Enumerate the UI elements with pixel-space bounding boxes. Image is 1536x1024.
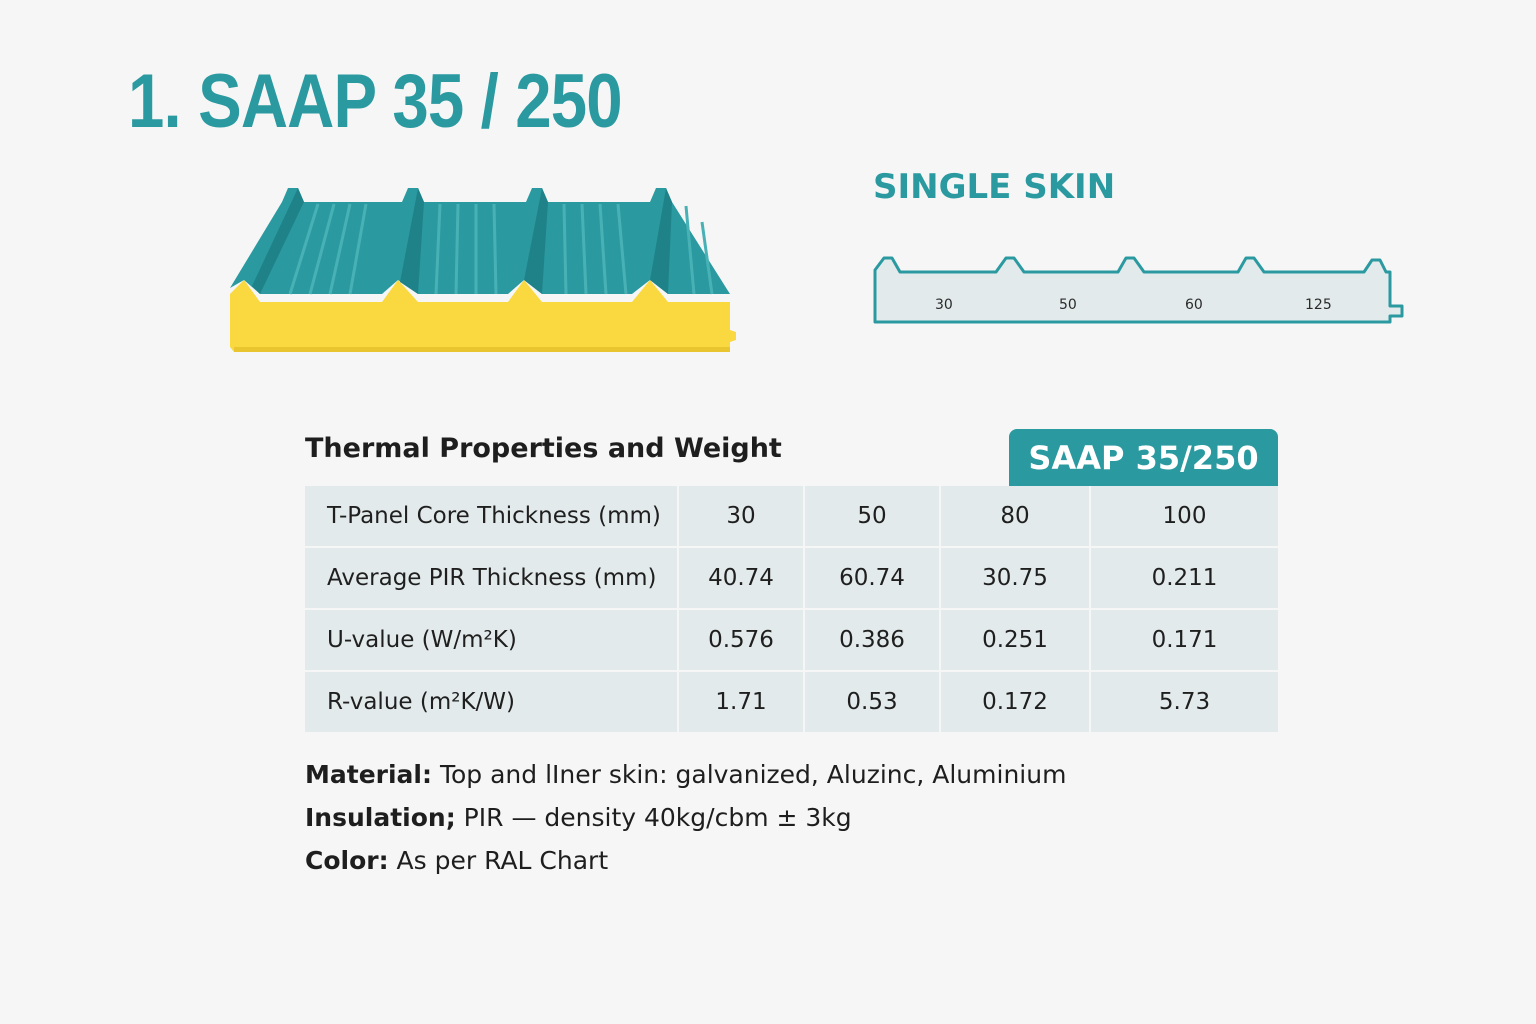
table-cell: 30.75 bbox=[940, 547, 1091, 610]
material-label: Material: bbox=[305, 760, 432, 789]
color-label: Color: bbox=[305, 846, 389, 875]
table-title: Thermal Properties and Weight bbox=[305, 433, 782, 464]
table-cell: 40.74 bbox=[678, 547, 805, 610]
table-cell: 0.386 bbox=[804, 609, 941, 672]
table-cell: 60.74 bbox=[804, 547, 941, 610]
thermal-properties-table: T-Panel Core Thickness (mm) 30 50 80 100… bbox=[305, 486, 1278, 732]
table-cell: 0.53 bbox=[804, 671, 941, 732]
table-row: U-value (W/m²K) 0.576 0.386 0.251 0.171 bbox=[305, 609, 1278, 672]
row-label: Average PIR Thickness (mm) bbox=[305, 547, 679, 610]
table-cell: 0.576 bbox=[678, 609, 805, 672]
color-value: As per RAL Chart bbox=[396, 846, 609, 875]
specifications: Material: Top and lIner skin: galvanized… bbox=[305, 757, 1066, 886]
profile-label-3: 60 bbox=[1185, 297, 1203, 313]
table-cell: 0.251 bbox=[940, 609, 1091, 672]
material-value: Top and lIner skin: galvanized, Aluzinc,… bbox=[439, 760, 1067, 789]
insulation-core bbox=[230, 280, 736, 352]
insulation-spec: Insulation; PIR — density 40kg/cbm ± 3kg bbox=[305, 800, 1066, 843]
table-row: R-value (m²K/W) 1.71 0.53 0.172 5.73 bbox=[305, 671, 1278, 732]
sandwich-panel-illustration bbox=[230, 188, 736, 352]
table-cell: 100 bbox=[1090, 486, 1278, 548]
color-spec: Color: As per RAL Chart bbox=[305, 843, 1066, 886]
table-row: Average PIR Thickness (mm) 40.74 60.74 3… bbox=[305, 547, 1278, 610]
insulation-value: PIR — density 40kg/cbm ± 3kg bbox=[463, 803, 852, 832]
table-product-tag: SAAP 35/250 bbox=[1009, 429, 1278, 487]
profile-label-1: 30 bbox=[935, 297, 953, 313]
profile-label-2: 50 bbox=[1059, 297, 1077, 313]
insulation-label: Insulation; bbox=[305, 803, 456, 832]
row-label: R-value (m²K/W) bbox=[305, 671, 679, 732]
table-cell: 80 bbox=[940, 486, 1091, 548]
single-skin-label: SINGLE SKIN bbox=[873, 167, 1116, 207]
table-cell: 0.172 bbox=[940, 671, 1091, 732]
table-cell: 0.171 bbox=[1090, 609, 1278, 672]
row-label: U-value (W/m²K) bbox=[305, 609, 679, 672]
single-skin-profile-drawing: 30 50 60 125 bbox=[873, 256, 1404, 324]
table-cell: 0.211 bbox=[1090, 547, 1278, 610]
table-cell: 50 bbox=[804, 486, 941, 548]
row-label: T-Panel Core Thickness (mm) bbox=[305, 486, 679, 548]
profile-outline bbox=[873, 256, 1404, 324]
profile-label-4: 125 bbox=[1305, 297, 1332, 313]
table-cell: 30 bbox=[678, 486, 805, 548]
table-cell: 5.73 bbox=[1158, 689, 1211, 715]
table-cell: 1.71 bbox=[678, 671, 805, 732]
page-title: 1. SAAP 35 / 250 bbox=[128, 59, 623, 144]
material-spec: Material: Top and lIner skin: galvanized… bbox=[305, 757, 1066, 800]
table-row: T-Panel Core Thickness (mm) 30 50 80 100 bbox=[305, 486, 1278, 548]
